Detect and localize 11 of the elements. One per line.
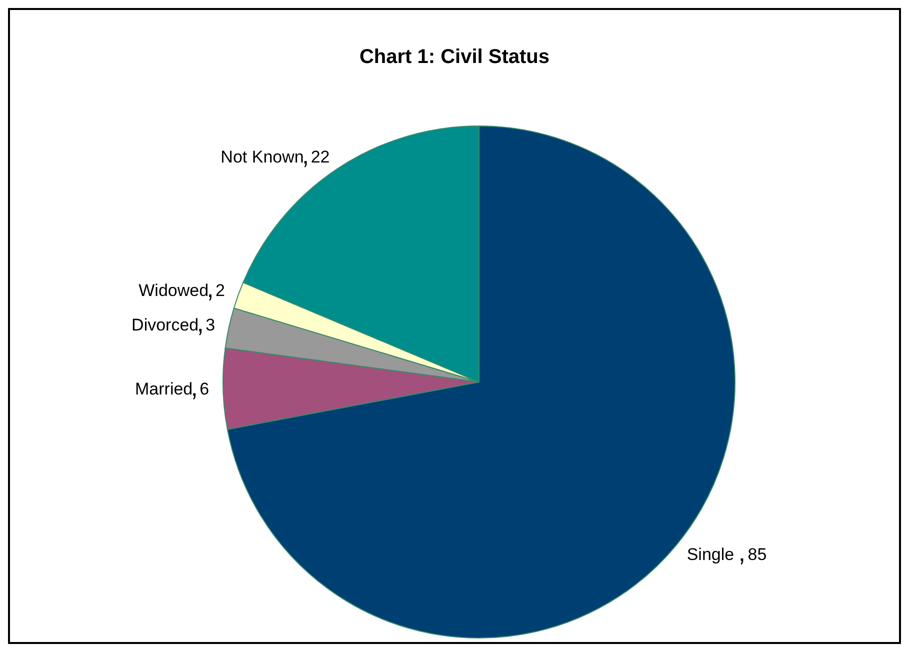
data-label: 3 [206,315,216,334]
slice-label: Not Known [220,148,304,167]
data-label: 6 [200,380,210,399]
slice-label: Divorced [132,315,199,334]
slice-label: Widowed [138,280,209,300]
chart-title: Chart 1: Civil Status [358,46,551,69]
data-label: 85 [748,544,767,564]
slice-label: Married [135,380,193,399]
slice-label: Single [686,544,734,564]
data-label: 2 [216,280,226,300]
data-label: 22 [310,148,330,167]
